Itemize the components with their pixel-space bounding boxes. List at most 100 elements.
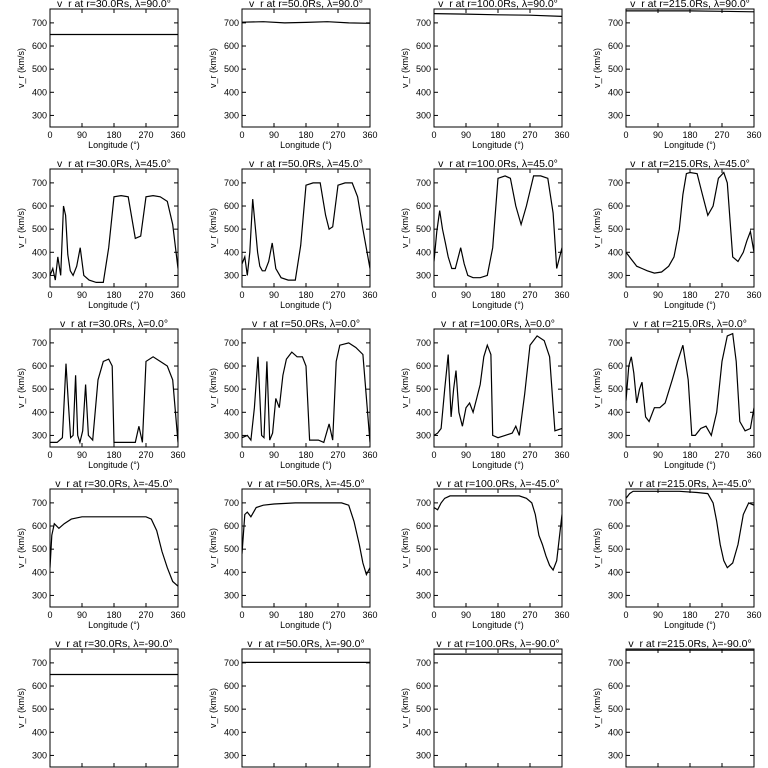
x-tick-label: 0 [431,130,436,140]
x-tick-label: 0 [431,290,436,300]
x-axis-label: Longitude (°) [88,300,140,310]
x-tick-label: 90 [653,290,663,300]
x-tick-label: 90 [269,450,279,460]
y-axis-label: v_r (km/s) [592,688,602,728]
y-tick-label: 400 [32,727,47,737]
x-tick-label: 180 [682,130,697,140]
x-axis-label: Longitude (°) [472,140,524,150]
x-tick-label: 360 [554,610,569,620]
y-tick-label: 500 [608,224,623,234]
x-tick-label: 360 [170,290,185,300]
series-line [242,342,370,444]
y-tick-label: 700 [224,338,239,348]
y-axis-label: v_r (km/s) [400,208,410,248]
y-tick-label: 300 [32,270,47,280]
x-tick-label: 0 [47,450,52,460]
x-tick-label: 360 [170,610,185,620]
y-axis-label: v_r (km/s) [400,688,410,728]
panel-2: v_r at r=50.0Rs, λ=90.0° 0 90 180 270 360 300 4… [208,0,378,150]
y-tick-label: 700 [32,498,47,508]
y-tick-label: 300 [416,270,431,280]
y-tick-label: 400 [416,567,431,577]
y-tick-label: 600 [224,681,239,691]
y-tick-label: 300 [608,110,623,120]
panel-18: v_r at r=50.0Rs, λ=-90.0°090180270360300… [208,638,371,768]
y-tick-label: 400 [32,87,47,97]
x-tick-label: 360 [554,290,569,300]
x-tick-label: 360 [362,290,377,300]
panel-title: v_r at r=30.0Rs, λ=45.0° [57,158,171,170]
series-line [626,332,754,438]
x-axis-label: Longitude (°) [88,620,140,630]
panel-13: v_r at r=30.0Rs, λ=-45.0° 0 90 180 270 360 300… [16,478,186,630]
y-tick-label: 500 [32,544,47,554]
y-axis-label: v_r (km/s) [400,528,410,568]
y-axis-label: v_r (km/s) [592,528,602,568]
y-axis-label: v_r (km/s) [592,48,602,88]
x-tick-label: 180 [106,610,121,620]
x-tick-label: 270 [522,450,537,460]
y-tick-label: 600 [224,201,239,211]
x-tick-label: 0 [623,290,628,300]
panel-title: v_r at r=50.0Rs, λ=45.0° [249,158,363,170]
x-tick-label: 360 [746,130,761,140]
x-tick-label: 180 [298,610,313,620]
x-tick-label: 270 [330,450,345,460]
x-tick-label: 360 [554,450,569,460]
x-tick-label: 270 [522,610,537,620]
x-tick-label: 180 [298,130,313,140]
series-line [50,194,178,283]
x-tick-label: 0 [239,290,244,300]
y-tick-label: 700 [416,658,431,668]
y-tick-label: 700 [224,18,239,28]
y-axis-label: v_r (km/s) [592,208,602,248]
y-tick-label: 500 [608,544,623,554]
x-tick-label: 90 [653,130,663,140]
x-tick-label: 90 [269,290,279,300]
y-tick-label: 400 [32,567,47,577]
panel-6: v_r at r=50.0Rs, λ=45.0° 0 90 180 270 360 300 4… [208,158,378,310]
plot-frame [433,648,563,768]
y-axis-label: v_r (km/s) [208,368,218,408]
y-tick-label: 300 [608,590,623,600]
x-tick-label: 0 [47,130,52,140]
y-tick-label: 300 [224,750,239,760]
y-axis-label: v_r (km/s) [400,368,410,408]
y-tick-label: 600 [608,361,623,371]
panel-title: v_r at r=100.0Rs, λ=-45.0° [436,478,559,490]
plot-frame [241,648,371,768]
x-tick-label: 180 [106,290,121,300]
y-axis-label: v_r (km/s) [208,48,218,88]
x-tick-label: 0 [623,130,628,140]
y-tick-label: 300 [224,430,239,440]
x-tick-label: 180 [682,290,697,300]
x-tick-label: 90 [461,450,471,460]
plot-frame [433,168,563,288]
x-tick-label: 270 [714,450,729,460]
panel-3: v_r at r=100.0Rs, λ=90.0° 0 90 180 270 360 300… [400,0,570,150]
y-tick-label: 700 [32,658,47,668]
y-tick-label: 500 [416,224,431,234]
panel-title: v_r at r=30.0Rs, λ=-45.0° [55,478,172,490]
x-tick-label: 90 [461,130,471,140]
y-tick-label: 300 [608,430,623,440]
series-line [434,495,562,572]
x-tick-label: 360 [746,610,761,620]
panel-7: v_r at r=100.0Rs, λ=45.0° 0 90 180 270 360 300… [400,158,570,310]
plot-frame [625,8,755,128]
panel-4: v_r at r=215.0Rs, λ=90.0° 0 90 180 270 360 300… [592,0,762,150]
y-tick-label: 500 [416,544,431,554]
y-tick-label: 600 [32,361,47,371]
x-tick-label: 360 [170,130,185,140]
y-tick-label: 400 [224,87,239,97]
x-axis-label: Longitude (°) [472,300,524,310]
y-tick-label: 400 [224,247,239,257]
y-tick-label: 300 [416,430,431,440]
y-tick-label: 400 [224,727,239,737]
y-tick-label: 700 [416,18,431,28]
x-tick-label: 0 [47,610,52,620]
y-axis-label: v_r (km/s) [16,48,26,88]
x-tick-label: 270 [138,450,153,460]
x-tick-label: 90 [77,450,87,460]
plot-frame [625,648,755,768]
